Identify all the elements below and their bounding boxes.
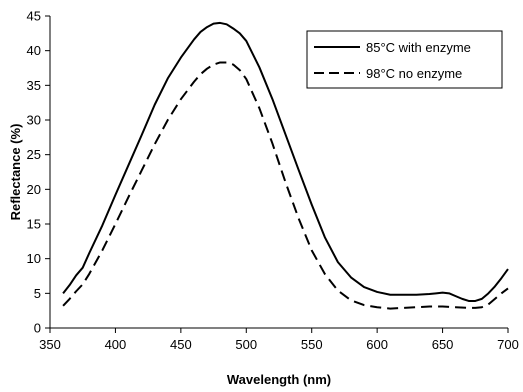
legend-label-series-2: 98°C no enzyme — [366, 66, 462, 81]
y-axis-title: Reflectance (%) — [8, 124, 23, 221]
y-tick-label: 20 — [27, 182, 41, 197]
x-tick-label: 600 — [366, 337, 388, 352]
y-tick-label: 25 — [27, 147, 41, 162]
x-axis-title: Wavelength (nm) — [227, 372, 331, 387]
x-tick-label: 350 — [39, 337, 61, 352]
y-tick-label: 5 — [34, 286, 41, 301]
y-tick-label: 15 — [27, 217, 41, 232]
x-tick-label: 550 — [301, 337, 323, 352]
x-tick-label: 700 — [497, 337, 519, 352]
series-line-1 — [62, 21, 509, 302]
x-tick-label: 400 — [105, 337, 127, 352]
series-line-2 — [62, 61, 509, 310]
y-tick-label: 0 — [34, 321, 41, 336]
legend: 85°C with enzyme 98°C no enzyme — [306, 30, 503, 89]
x-axis: 350 400 450 500 550 600 650 700 — [39, 328, 519, 352]
series-layer — [62, 21, 509, 310]
plot-area — [49, 16, 508, 329]
y-tick-label: 40 — [27, 43, 41, 58]
legend-label-series-1: 85°C with enzyme — [366, 40, 471, 55]
y-tick-label: 10 — [27, 251, 41, 266]
x-tick-label: 450 — [170, 337, 192, 352]
x-tick-label: 500 — [235, 337, 257, 352]
legend-box — [306, 30, 503, 89]
y-tick-label: 35 — [27, 78, 41, 93]
y-tick-label: 45 — [27, 9, 41, 24]
x-tick-label: 650 — [432, 337, 454, 352]
y-axis: 0 5 10 15 20 25 30 35 40 45 — [27, 9, 50, 336]
y-tick-label: 30 — [27, 113, 41, 128]
